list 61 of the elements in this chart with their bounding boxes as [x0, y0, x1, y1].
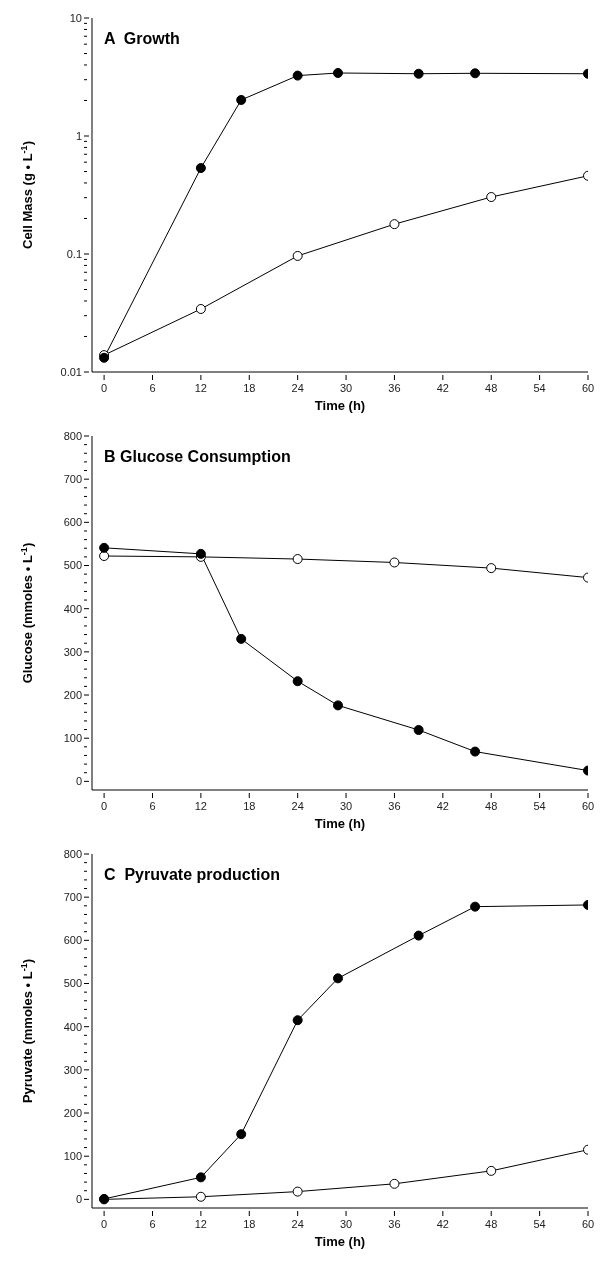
x-tick-label: 42: [436, 800, 449, 812]
y-tick-label: 700: [63, 473, 82, 486]
y-tick-label: 800: [63, 847, 82, 860]
y-tick-label: 0: [75, 1193, 82, 1206]
x-tick-label: 24: [291, 800, 304, 812]
y-tick-label: 300: [63, 645, 82, 658]
text: A Growth: [104, 30, 180, 48]
x-tick-label: 24: [291, 382, 304, 394]
x-tick-label: 42: [436, 1218, 449, 1230]
y-tick-label: 800: [63, 429, 82, 442]
x-tick-label: 18: [243, 1218, 256, 1230]
x-tick-label: 36: [388, 800, 401, 812]
y-tick-label: 500: [63, 977, 82, 990]
x-tick-label: 0: [101, 382, 108, 394]
y-tick-label: 200: [63, 1106, 82, 1119]
x-tick-label: 12: [194, 1218, 207, 1230]
y-tick-label: 0.1: [66, 247, 82, 260]
y-tick-label: 500: [63, 559, 82, 572]
y-tick-label: 700: [63, 891, 82, 904]
y-tick-label: 10: [69, 11, 82, 24]
x-tick-label: 18: [243, 382, 256, 394]
x-tick-label: 54: [533, 382, 546, 394]
x-tick-label: 24: [291, 1218, 304, 1230]
x-tick-label: 48: [485, 800, 498, 812]
x-tick-label: 36: [388, 382, 401, 394]
y-tick-label: 0: [75, 775, 82, 788]
x-tick-label: 6: [149, 1218, 156, 1230]
x-tick-label: 18: [243, 800, 256, 812]
x-axis-title: Time (h): [314, 1234, 366, 1249]
y-tick-label: 1: [75, 129, 82, 142]
y-tick-label: 100: [63, 1150, 82, 1163]
x-tick-label: 36: [388, 1218, 401, 1230]
x-tick-label: 0: [101, 800, 108, 812]
x-tick-label: 6: [149, 800, 156, 812]
y-tick-label: 300: [63, 1063, 82, 1076]
x-tick-label: 54: [533, 1218, 546, 1230]
x-tick-label: 30: [339, 382, 353, 394]
x-tick-label: 54: [533, 800, 546, 812]
x-tick-label: 30: [339, 800, 353, 812]
y-tick-label: 200: [63, 688, 82, 701]
x-tick-label: 30: [339, 1218, 353, 1230]
x-tick-label: 60: [581, 382, 595, 394]
y-tick-label: 0.01: [60, 365, 82, 378]
x-tick-label: 6: [149, 382, 156, 394]
y-tick-label: 400: [63, 1020, 82, 1033]
y-tick-label: 600: [63, 516, 82, 529]
x-tick-label: 60: [581, 1218, 595, 1230]
x-tick-label: 12: [194, 382, 207, 394]
y-tick-label: 100: [63, 732, 82, 745]
x-tick-label: 12: [194, 800, 207, 812]
text: C Pyruvate production: [104, 866, 281, 884]
x-tick-label: 48: [485, 382, 498, 394]
text: B Glucose Consumption: [104, 448, 291, 466]
x-tick-label: 48: [485, 1218, 498, 1230]
x-axis-title: Time (h): [314, 398, 366, 413]
y-tick-label: 600: [63, 934, 82, 947]
x-axis-title: Time (h): [314, 816, 366, 831]
x-tick-label: 0: [101, 1218, 108, 1230]
y-tick-label: 400: [63, 602, 82, 615]
x-tick-label: 42: [436, 382, 449, 394]
x-tick-label: 60: [581, 800, 595, 812]
